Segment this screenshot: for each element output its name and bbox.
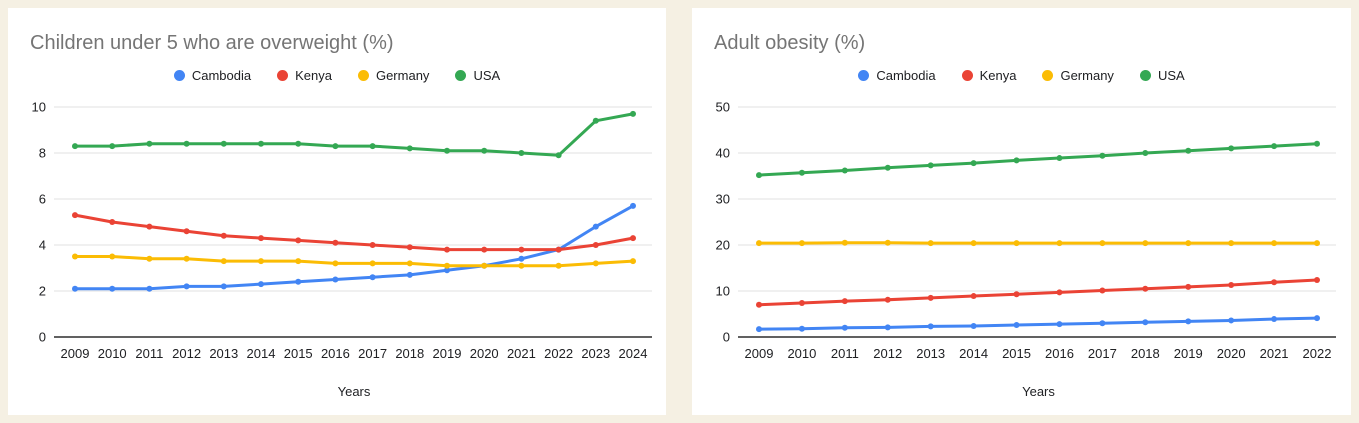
svg-text:2018: 2018 (395, 346, 424, 361)
svg-text:2015: 2015 (1002, 346, 1031, 361)
legend-label: Kenya (979, 68, 1017, 83)
svg-text:2013: 2013 (209, 346, 238, 361)
legend-item-cambodia[interactable]: Cambodia (173, 68, 252, 83)
legend-dot-icon (277, 70, 289, 81)
x-axis-title: Years (1022, 384, 1055, 399)
chart-title: Adult obesity (%) (714, 32, 866, 54)
svg-text:2022: 2022 (1303, 346, 1332, 361)
legend-label: USA (473, 68, 501, 83)
svg-text:0: 0 (723, 330, 730, 345)
chart-plot-area[interactable]: 0 2 4 6 8 10 2009 2010 2011 2012 2013 2014 2015 2016 2… (8, 8, 666, 370)
svg-text:2010: 2010 (787, 346, 816, 361)
svg-text:2017: 2017 (358, 346, 387, 361)
svg-text:2013: 2013 (916, 346, 945, 361)
legend-item-usa[interactable]: USA (1139, 68, 1185, 83)
svg-text:8: 8 (39, 146, 46, 161)
svg-text:2009: 2009 (61, 346, 90, 361)
svg-text:10: 10 (716, 284, 730, 299)
legend-item-kenya[interactable]: Kenya (961, 68, 1017, 83)
svg-text:2012: 2012 (873, 346, 902, 361)
chart-title: Children under 5 who are overweight (%) (30, 32, 394, 54)
svg-text:2023: 2023 (581, 346, 610, 361)
legend-item-cambodia[interactable]: Cambodia (858, 68, 936, 83)
svg-text:2020: 2020 (470, 346, 499, 361)
legend-dot-icon (961, 70, 973, 81)
svg-text:2016: 2016 (1045, 346, 1074, 361)
legend-dot-icon (1139, 70, 1151, 81)
svg-text:4: 4 (39, 238, 46, 253)
legend-dot-icon (858, 70, 870, 81)
svg-text:6: 6 (39, 192, 46, 207)
svg-text:2021: 2021 (507, 346, 536, 361)
legend-label: Kenya (295, 68, 332, 83)
legend-label: Germany (375, 68, 430, 83)
svg-text:20: 20 (716, 238, 730, 253)
svg-text:2012: 2012 (172, 346, 201, 361)
svg-text:2015: 2015 (284, 346, 313, 361)
svg-text:2010: 2010 (98, 346, 127, 361)
svg-text:2020: 2020 (1217, 346, 1246, 361)
legend-item-usa[interactable]: USA (455, 68, 500, 83)
chart-card-children-overweight[interactable]: Children under 5 who are overweight (%) … (8, 8, 666, 415)
chart-legend: Cambodia Kenya Germany USA (8, 68, 666, 83)
svg-text:40: 40 (716, 146, 730, 161)
legend-item-kenya[interactable]: Kenya (277, 68, 332, 83)
legend-dot-icon (173, 70, 185, 81)
svg-text:2009: 2009 (745, 346, 774, 361)
chart-legend: Cambodia Kenya Germany USA (692, 68, 1351, 83)
svg-text:2014: 2014 (247, 346, 276, 361)
svg-text:2014: 2014 (959, 346, 988, 361)
svg-text:10: 10 (32, 100, 46, 115)
legend-dot-icon (455, 70, 467, 81)
svg-text:50: 50 (716, 100, 730, 115)
legend-item-germany[interactable]: Germany (357, 68, 430, 83)
legend-dot-icon (1042, 70, 1054, 81)
svg-text:2021: 2021 (1260, 346, 1289, 361)
svg-text:2016: 2016 (321, 346, 350, 361)
x-axis-title: Years (337, 384, 371, 399)
svg-text:2011: 2011 (135, 346, 163, 361)
legend-label: USA (1157, 68, 1185, 83)
svg-text:2011: 2011 (831, 346, 859, 361)
svg-text:2022: 2022 (544, 346, 573, 361)
legend-dot-icon (357, 70, 369, 81)
svg-text:2018: 2018 (1131, 346, 1160, 361)
svg-text:2017: 2017 (1088, 346, 1117, 361)
legend-label: Germany (1060, 68, 1114, 83)
svg-text:2024: 2024 (619, 346, 648, 361)
svg-text:30: 30 (716, 192, 730, 207)
legend-item-germany[interactable]: Germany (1042, 68, 1114, 83)
legend-label: Cambodia (191, 68, 252, 83)
svg-text:2019: 2019 (1174, 346, 1203, 361)
chart-card-adult-obesity[interactable]: Adult obesity (%) Cambodia Kenya Germany US… (692, 8, 1351, 415)
legend-label: Cambodia (876, 68, 936, 83)
svg-text:2019: 2019 (433, 346, 462, 361)
svg-text:2: 2 (39, 284, 46, 299)
chart-plot-area[interactable]: 0 10 20 30 40 50 2009 2010 2011 2012 2013 2014 2015 2… (692, 8, 1351, 370)
svg-text:0: 0 (39, 330, 46, 345)
